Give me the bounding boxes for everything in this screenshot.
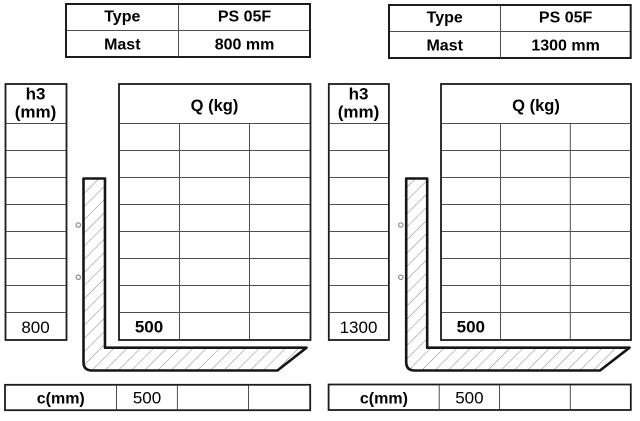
svg-text:c(mm): c(mm) xyxy=(37,390,85,407)
svg-text:Q (kg): Q (kg) xyxy=(191,97,239,115)
svg-text:h3: h3 xyxy=(349,85,369,104)
svg-text:Type: Type xyxy=(104,8,140,25)
svg-text:h3: h3 xyxy=(26,85,46,104)
svg-text:PS 05F: PS 05F xyxy=(218,8,272,25)
svg-text:1300 mm: 1300 mm xyxy=(531,38,600,55)
svg-text:500: 500 xyxy=(455,388,483,407)
svg-text:Q (kg): Q (kg) xyxy=(512,97,560,115)
svg-text:(mm): (mm) xyxy=(338,103,380,122)
svg-text:1300: 1300 xyxy=(340,318,378,337)
svg-text:PS 05F: PS 05F xyxy=(539,9,593,26)
svg-text:800: 800 xyxy=(21,318,49,337)
svg-text:(mm): (mm) xyxy=(15,103,57,122)
svg-text:500: 500 xyxy=(457,318,485,337)
svg-text:Type: Type xyxy=(427,9,463,26)
svg-text:500: 500 xyxy=(135,318,163,337)
svg-text:c(mm): c(mm) xyxy=(360,390,408,407)
svg-text:Mast: Mast xyxy=(104,37,141,54)
svg-text:Mast: Mast xyxy=(426,38,463,55)
svg-text:500: 500 xyxy=(133,388,161,407)
svg-text:800 mm: 800 mm xyxy=(215,37,275,54)
